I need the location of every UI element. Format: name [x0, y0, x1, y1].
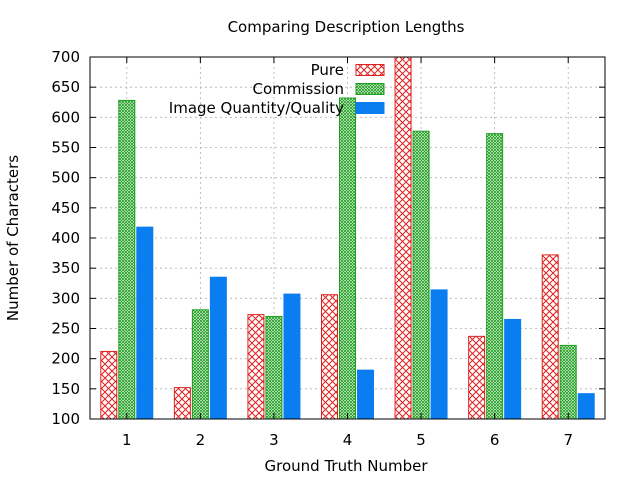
- y-tick-label: 300: [51, 289, 80, 307]
- y-tick-label: 400: [51, 229, 80, 247]
- chart-title: Comparing Description Lengths: [228, 18, 465, 36]
- bar-commission-1: [118, 99, 136, 420]
- bar-pure-6: [468, 335, 486, 420]
- bar-commission-4: [339, 97, 356, 420]
- plot-frame: [89, 56, 606, 420]
- y-axis-label: Number of Characters: [4, 155, 22, 321]
- x-tick-label: 5: [416, 431, 426, 449]
- bar-commission-7: [559, 344, 577, 420]
- y-tick-label: 150: [51, 380, 80, 398]
- legend-label: Commission: [252, 80, 344, 98]
- bar-image-quantity-quality-6: [504, 318, 522, 420]
- y-tick-label: 500: [51, 169, 80, 187]
- legend-swatch: [355, 102, 385, 114]
- legend-label: Pure: [311, 61, 344, 79]
- legend-swatch: [355, 64, 385, 76]
- bar-pure-1: [100, 350, 118, 420]
- x-tick-label: 1: [122, 431, 132, 449]
- y-tick-label: 350: [51, 259, 80, 277]
- y-tick-label: 600: [51, 108, 80, 126]
- y-tick-label: 200: [51, 350, 80, 368]
- bar-pure-5: [394, 56, 412, 420]
- x-tick-label: 7: [563, 431, 573, 449]
- bar-pure-4: [321, 294, 338, 420]
- bar-image-quantity-quality-2: [209, 276, 227, 420]
- bars: [100, 56, 595, 420]
- bar-image-quantity-quality-4: [357, 369, 374, 420]
- legend-swatch: [355, 83, 385, 95]
- x-tick-label: 6: [490, 431, 500, 449]
- bar-image-quantity-quality-1: [136, 226, 154, 420]
- x-tick-label: 2: [196, 431, 206, 449]
- bar-image-quantity-quality-7: [577, 393, 595, 420]
- bar-image-quantity-quality-5: [430, 289, 448, 420]
- legend-label: Image Quantity/Quality: [169, 99, 344, 117]
- x-axis-label: Ground Truth Number: [265, 457, 429, 475]
- bar-pure-7: [541, 254, 559, 420]
- x-tick-label: 3: [269, 431, 279, 449]
- y-tick-label: 250: [51, 320, 80, 338]
- bar-commission-2: [191, 309, 209, 420]
- bar-commission-5: [412, 130, 430, 420]
- x-tick-label: 4: [343, 431, 353, 449]
- bar-pure-3: [247, 314, 265, 420]
- y-tick-label: 100: [51, 410, 80, 428]
- tick-labels: 100 150 200 250 300 350 400 450 500 550 600 650 700 1…: [51, 48, 573, 449]
- bar-image-quantity-quality-3: [283, 293, 301, 420]
- y-tick-label: 450: [51, 199, 80, 217]
- bar-commission-6: [486, 133, 504, 420]
- y-tick-label: 650: [51, 78, 80, 96]
- y-tick-label: 550: [51, 139, 80, 157]
- y-tick-label: 700: [51, 48, 80, 66]
- axes: [89, 56, 606, 420]
- bar-commission-3: [265, 315, 283, 420]
- bar-pure-2: [173, 387, 191, 420]
